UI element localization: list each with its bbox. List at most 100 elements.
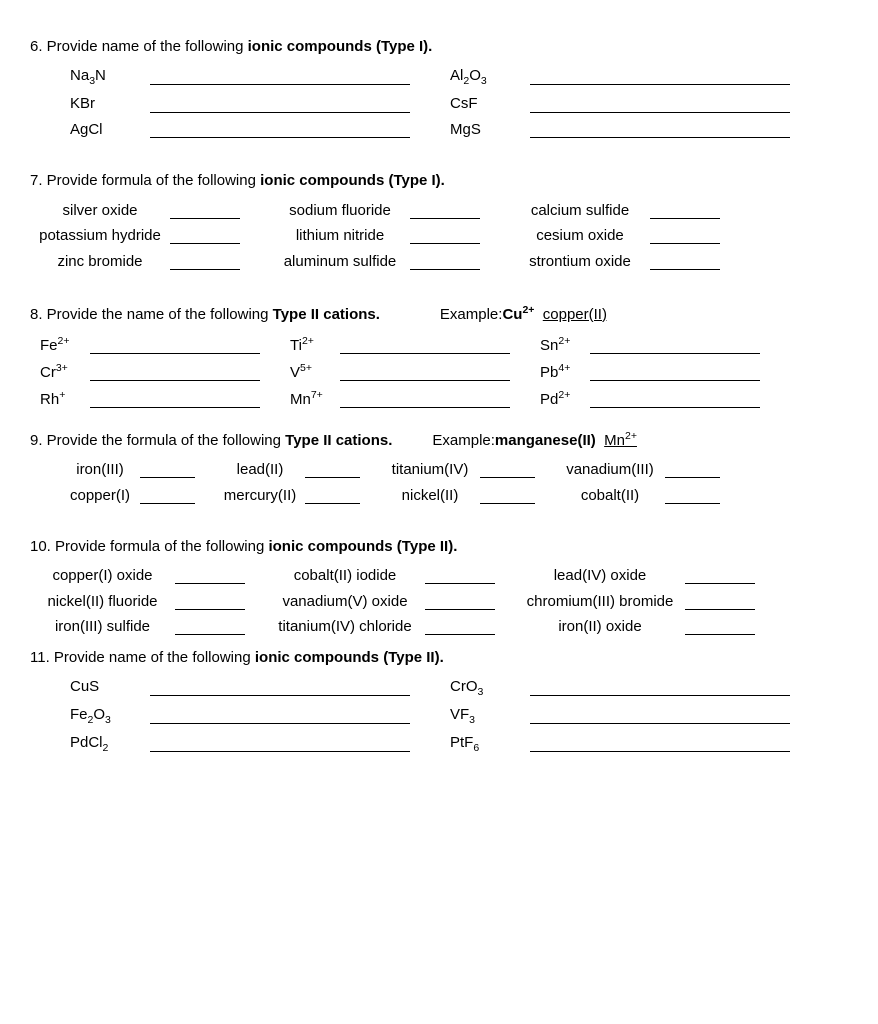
- q10-label: copper(I) oxide: [30, 567, 175, 584]
- q6-blank[interactable]: [530, 95, 790, 113]
- q8-label: V5+: [290, 362, 340, 381]
- q11-prompt: 11. Provide name of the following ionic …: [30, 649, 848, 666]
- q10-label: chromium(III) bromide: [515, 593, 685, 610]
- q9-blank[interactable]: [305, 486, 360, 504]
- q8-label: Rh+: [40, 389, 90, 408]
- q8-label: Sn2+: [540, 335, 590, 354]
- q7-blank[interactable]: [410, 201, 480, 219]
- q8-blank[interactable]: [340, 363, 510, 381]
- q7-prompt-b: ionic compounds (Type I).: [260, 172, 445, 189]
- q11-row: PdCl2 PtF6: [70, 734, 848, 754]
- q9-blank[interactable]: [140, 486, 195, 504]
- q6-blank[interactable]: [530, 121, 790, 139]
- q8-blank[interactable]: [90, 363, 260, 381]
- q9-prompt-a: 9. Provide the formula of the following: [30, 432, 285, 449]
- q8-blank[interactable]: [340, 336, 510, 354]
- q10-blank[interactable]: [175, 567, 245, 585]
- q9-label: titanium(IV): [380, 461, 480, 478]
- q11-blank[interactable]: [530, 706, 790, 724]
- q6-blank[interactable]: [150, 121, 410, 139]
- q11-blank[interactable]: [150, 678, 410, 696]
- q11-label: VF3: [450, 706, 530, 726]
- q9-label: mercury(II): [215, 487, 305, 504]
- q7-label: strontium oxide: [510, 253, 650, 270]
- q10-blank[interactable]: [425, 618, 495, 636]
- q8-blank[interactable]: [590, 336, 760, 354]
- q7-blank[interactable]: [170, 227, 240, 245]
- q8-example-label: Example:: [440, 306, 503, 323]
- q11-blank[interactable]: [150, 734, 410, 752]
- q9-blank[interactable]: [305, 461, 360, 479]
- q11-blank[interactable]: [530, 734, 790, 752]
- q11-prompt-a: 11. Provide name of the following: [30, 649, 255, 666]
- q10-label: vanadium(V) oxide: [265, 593, 425, 610]
- q10-row: copper(I) oxide cobalt(II) iodide lead(I…: [30, 567, 848, 585]
- q10-blank[interactable]: [425, 567, 495, 585]
- q10-row: nickel(II) fluoride vanadium(V) oxide ch…: [30, 592, 848, 610]
- q7-row: zinc bromide aluminum sulfide strontium …: [30, 252, 848, 270]
- q10-blank[interactable]: [425, 592, 495, 610]
- q9-blank[interactable]: [480, 486, 535, 504]
- q7-label: zinc bromide: [30, 253, 170, 270]
- q9-blank[interactable]: [480, 461, 535, 479]
- q7-blank[interactable]: [650, 227, 720, 245]
- q7-prompt: 7. Provide formula of the following ioni…: [30, 172, 848, 189]
- q7-label: sodium fluoride: [270, 202, 410, 219]
- q9-label: nickel(II): [380, 487, 480, 504]
- q11-blank[interactable]: [530, 678, 790, 696]
- q9-blank[interactable]: [665, 486, 720, 504]
- q10-blank[interactable]: [685, 618, 755, 636]
- q6-row: AgCl MgS: [70, 121, 848, 139]
- q6-blank[interactable]: [150, 95, 410, 113]
- q11-label: PtF6: [450, 734, 530, 754]
- q10-prompt-b: ionic compounds (Type II).: [268, 538, 457, 555]
- q8-example-bold: Cu2+: [502, 304, 534, 323]
- q9-label: iron(III): [60, 461, 140, 478]
- q10-label: lead(IV) oxide: [515, 567, 685, 584]
- q7-blank[interactable]: [170, 201, 240, 219]
- q10-blank[interactable]: [685, 567, 755, 585]
- q7-label: cesium oxide: [510, 227, 650, 244]
- q7-label: calcium sulfide: [510, 202, 650, 219]
- q7-blank[interactable]: [650, 252, 720, 270]
- q8-blank[interactable]: [590, 390, 760, 408]
- q6-blank[interactable]: [150, 67, 410, 85]
- q7-blank[interactable]: [410, 227, 480, 245]
- q10-label: nickel(II) fluoride: [30, 593, 175, 610]
- q10-blank[interactable]: [175, 618, 245, 636]
- q6-label: MgS: [450, 121, 530, 139]
- q8-label: Pb4+: [540, 362, 590, 381]
- q7-label: lithium nitride: [270, 227, 410, 244]
- q9-prompt: 9. Provide the formula of the following …: [30, 430, 848, 449]
- q9-blank[interactable]: [140, 461, 195, 479]
- q8-blank[interactable]: [90, 390, 260, 408]
- q7-label: potassium hydride: [30, 227, 170, 244]
- q8-blank[interactable]: [590, 363, 760, 381]
- q7-blank[interactable]: [650, 201, 720, 219]
- q6-label: KBr: [70, 95, 150, 113]
- q6-label: AgCl: [70, 121, 150, 139]
- q10-row: iron(III) sulfide titanium(IV) chloride …: [30, 618, 848, 636]
- q11-row: Fe2O3 VF3: [70, 706, 848, 726]
- q11-prompt-b: ionic compounds (Type II).: [255, 649, 444, 666]
- q11-blank[interactable]: [150, 706, 410, 724]
- q8-blank[interactable]: [340, 390, 510, 408]
- q8-label: Fe2+: [40, 335, 90, 354]
- q10-prompt: 10. Provide formula of the following ion…: [30, 538, 848, 555]
- q7-blank[interactable]: [410, 252, 480, 270]
- q10-blank[interactable]: [175, 592, 245, 610]
- q10-blank[interactable]: [685, 592, 755, 610]
- q8-example-ans: copper(II): [543, 306, 607, 323]
- q6-blank[interactable]: [530, 67, 790, 85]
- q8-row: Fe2+ Ti2+ Sn2+: [40, 335, 848, 354]
- q6-row: KBr CsF: [70, 95, 848, 113]
- q11-label: CrO3: [450, 678, 530, 698]
- q8-blank[interactable]: [90, 336, 260, 354]
- q9-example-bold: manganese(II): [495, 432, 596, 449]
- q8-prompt: 8. Provide the name of the following Typ…: [30, 304, 848, 323]
- q9-blank[interactable]: [665, 461, 720, 479]
- q8-label: Ti2+: [290, 335, 340, 354]
- q7-blank[interactable]: [170, 252, 240, 270]
- q8-label: Cr3+: [40, 362, 90, 381]
- q7-row: silver oxide sodium fluoride calcium sul…: [30, 201, 848, 219]
